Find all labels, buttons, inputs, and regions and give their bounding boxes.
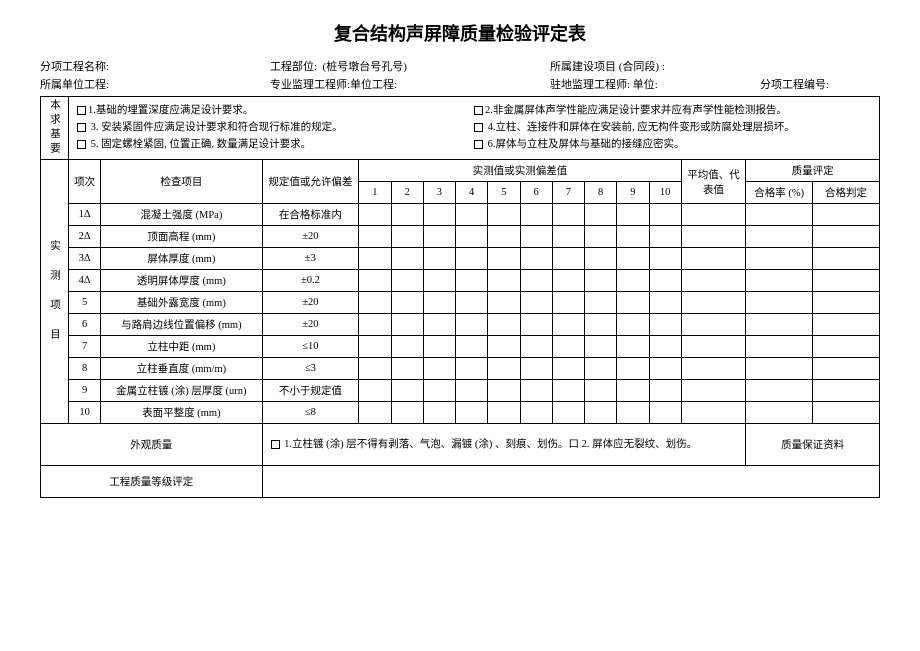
row-spec: ±0.2 — [262, 270, 359, 292]
col-n: 2 — [391, 182, 423, 204]
req-text: 5. 固定螺栓紧固, 位置正确, 数量满足设计要求。 — [91, 139, 312, 150]
header-resident: 驻地监理工程师: 单位: — [550, 76, 760, 92]
row-spec: ±20 — [262, 226, 359, 248]
row-spec: 不小于规定值 — [262, 380, 359, 402]
row-seq: 3Δ — [68, 248, 100, 270]
header-unit-project: 所属单位工程: — [40, 76, 270, 92]
row-item: 顶面高程 (mm) — [101, 226, 262, 248]
table-row: 3Δ 屏体厚度 (mm) ±3 — [41, 248, 880, 270]
row-seq: 8 — [68, 358, 100, 380]
row-item: 立柱垂直度 (mm/m) — [101, 358, 262, 380]
req-text: 4.立柱、连接件和屏体在安装前, 应无构件变形或防腐处理层损坏。 — [488, 122, 795, 133]
col-n: 8 — [585, 182, 617, 204]
row-seq: 4Δ — [68, 270, 100, 292]
row-spec: 在合格标准内 — [262, 204, 359, 226]
table-row: 5 基础外露宽度 (mm) ±20 — [41, 292, 880, 314]
grade-label: 工程质量等级评定 — [41, 466, 263, 498]
checkbox-icon — [77, 106, 86, 115]
inspection-table: 本求基要 1.基础的埋置深度应满足设计要求。 3. 安装紧固件应满足设计要求和符… — [40, 96, 880, 498]
col-seq: 项次 — [68, 160, 100, 204]
table-row: 2Δ 顶面高程 (mm) ±20 — [41, 226, 880, 248]
page-title: 复合结构声屏障质量检验评定表 — [40, 20, 880, 46]
table-row: 8 立柱垂直度 (mm/m) ≤3 — [41, 358, 880, 380]
grade-value — [262, 466, 879, 498]
row-item: 混凝土强度 (MPa) — [101, 204, 262, 226]
row-item: 透明屏体厚度 (mm) — [101, 270, 262, 292]
grade-row: 工程质量等级评定 — [41, 466, 880, 498]
row-spec: ≤10 — [262, 336, 359, 358]
table-row: 7 立柱中距 (mm) ≤10 — [41, 336, 880, 358]
col-rate: 合格率 (%) — [746, 182, 813, 204]
table-row: 6 与路肩边线位置偏移 (mm) ±20 — [41, 314, 880, 336]
col-n: 9 — [617, 182, 649, 204]
appearance-desc: 1.立柱镀 (涂) 层不得有剥落、气泡、漏镀 (涂) 、刻痕、划伤。口 2. 屏… — [262, 424, 746, 466]
req-vertical-label: 本求基要 — [41, 97, 69, 160]
header-engineer: 专业监理工程师:单位工程: — [270, 76, 550, 92]
table-row: 10 表面平整度 (mm) ≤8 — [41, 402, 880, 424]
row-item: 屏体厚度 (mm) — [101, 248, 262, 270]
table-row: 1Δ 混凝土强度 (MPa) 在合格标准内 — [41, 204, 880, 226]
header-info: 分项工程名称: 工程部位: (桩号墩台号孔号) 所属建设项目 (合同段) : 所… — [40, 58, 880, 92]
appearance-row: 外观质量 1.立柱镀 (涂) 层不得有剥落、气泡、漏镀 (涂) 、刻痕、划伤。口… — [41, 424, 880, 466]
row-item: 立柱中距 (mm) — [101, 336, 262, 358]
row-spec: ±20 — [262, 314, 359, 336]
col-avg: 平均值、代表值 — [681, 160, 746, 204]
col-n: 6 — [520, 182, 552, 204]
appearance-note: 质量保证资料 — [746, 424, 880, 466]
col-n: 5 — [488, 182, 520, 204]
row-spec: ±20 — [262, 292, 359, 314]
col-n: 4 — [456, 182, 488, 204]
row-item: 表面平整度 (mm) — [101, 402, 262, 424]
checkbox-icon — [474, 140, 483, 149]
table-row: 4Δ 透明屏体厚度 (mm) ±0.2 — [41, 270, 880, 292]
header-sub-project: 分项工程名称: — [40, 58, 270, 74]
row-item: 与路肩边线位置偏移 (mm) — [101, 314, 262, 336]
header-blank1 — [760, 58, 880, 74]
requirements-row: 本求基要 1.基础的埋置深度应满足设计要求。 3. 安装紧固件应满足设计要求和符… — [41, 97, 880, 160]
checkbox-icon — [271, 440, 280, 449]
row-seq: 7 — [68, 336, 100, 358]
requirements-cell: 1.基础的埋置深度应满足设计要求。 3. 安装紧固件应满足设计要求和符合现行标准… — [68, 97, 879, 160]
row-seq: 1Δ — [68, 204, 100, 226]
row-seq: 6 — [68, 314, 100, 336]
col-n: 1 — [359, 182, 391, 204]
row-item: 基础外露宽度 (mm) — [101, 292, 262, 314]
row-seq: 9 — [68, 380, 100, 402]
checkbox-icon — [474, 123, 483, 132]
col-measured: 实测值或实测偏差值 — [359, 160, 682, 182]
checkbox-icon — [474, 106, 483, 115]
row-seq: 2Δ — [68, 226, 100, 248]
header-code: 分项工程编号: — [760, 76, 880, 92]
items-vertical-label: 实 测 项 目 — [41, 160, 69, 424]
req-text: 2.非金属屏体声学性能应满足设计要求并应有声学性能检测报告。 — [485, 105, 787, 116]
col-n: 3 — [423, 182, 455, 204]
req-text: 1.基础的埋置深度应满足设计要求。 — [88, 105, 253, 116]
row-spec: ≤3 — [262, 358, 359, 380]
row-item: 金属立柱镀 (涂) 层厚度 (urn) — [101, 380, 262, 402]
header-row-1: 实 测 项 目 项次 检查项目 规定值或允许偏差 实测值或实测偏差值 平均值、代… — [41, 160, 880, 182]
col-item: 检查项目 — [101, 160, 262, 204]
col-judge: 合格判定 — [812, 182, 879, 204]
checkbox-icon — [77, 140, 86, 149]
col-n: 7 — [552, 182, 584, 204]
row-spec: ≤8 — [262, 402, 359, 424]
row-seq: 5 — [68, 292, 100, 314]
row-seq: 10 — [68, 402, 100, 424]
appearance-label: 外观质量 — [41, 424, 263, 466]
col-spec: 规定值或允许偏差 — [262, 160, 359, 204]
header-contract: 所属建设项目 (合同段) : — [550, 58, 760, 74]
row-spec: ±3 — [262, 248, 359, 270]
col-n: 10 — [649, 182, 681, 204]
table-row: 9 金属立柱镀 (涂) 层厚度 (urn) 不小于规定值 — [41, 380, 880, 402]
req-text: 6.屏体与立柱及屏体与基础的接缝应密实。 — [488, 139, 685, 150]
col-quality: 质量评定 — [746, 160, 880, 182]
header-part: 工程部位: (桩号墩台号孔号) — [270, 58, 550, 74]
checkbox-icon — [77, 123, 86, 132]
req-text: 3. 安装紧固件应满足设计要求和符合现行标准的规定。 — [91, 122, 343, 133]
